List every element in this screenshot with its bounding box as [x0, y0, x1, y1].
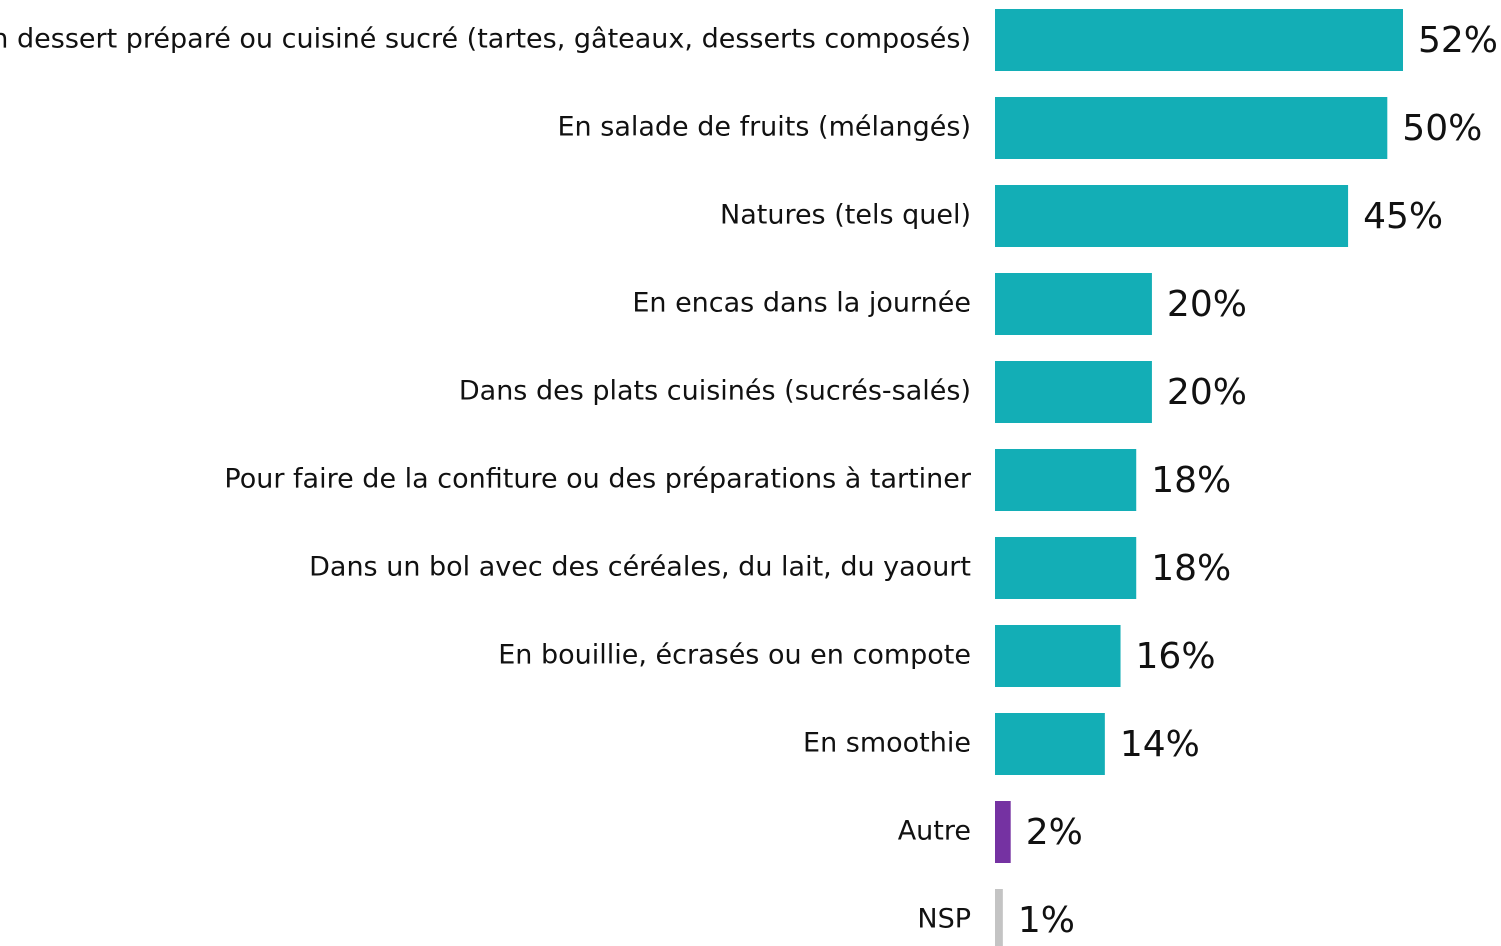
- value-label: 1%: [1018, 900, 1075, 941]
- value-label: 20%: [1167, 372, 1247, 413]
- bar: [995, 361, 1152, 423]
- category-label: Dans un bol avec des céréales, du lait, …: [309, 552, 971, 583]
- bar: [995, 537, 1137, 599]
- category-label: Pour faire de la confiture ou des prépar…: [224, 464, 971, 495]
- category-label: Dans des plats cuisinés (sucrés-salés): [459, 376, 971, 407]
- category-label: En bouillie, écrasés ou en compote: [498, 640, 971, 671]
- bar: [995, 801, 1011, 863]
- category-label: En dessert préparé ou cuisiné sucré (tar…: [0, 24, 971, 55]
- value-label: 52%: [1418, 20, 1498, 61]
- value-label: 50%: [1402, 108, 1482, 149]
- category-label: En encas dans la journée: [632, 288, 971, 319]
- value-label: 45%: [1363, 196, 1443, 237]
- bar: [995, 185, 1349, 247]
- category-label: Natures (tels quel): [720, 200, 971, 231]
- value-label: 18%: [1151, 548, 1231, 589]
- category-label: En salade de fruits (mélangés): [558, 112, 972, 143]
- value-label: 20%: [1167, 284, 1247, 325]
- category-label: NSP: [917, 904, 971, 935]
- bar: [995, 625, 1121, 687]
- category-label: Autre: [898, 816, 971, 847]
- value-label: 18%: [1151, 460, 1231, 501]
- category-label: En smoothie: [803, 728, 971, 759]
- value-label: 14%: [1120, 724, 1200, 765]
- value-label: 2%: [1026, 812, 1083, 853]
- bar: [995, 449, 1137, 511]
- bar: [995, 713, 1105, 775]
- bar: [995, 889, 1003, 946]
- bar: [995, 97, 1388, 159]
- value-label: 16%: [1136, 636, 1216, 677]
- bar: [995, 9, 1403, 71]
- bar: [995, 273, 1152, 335]
